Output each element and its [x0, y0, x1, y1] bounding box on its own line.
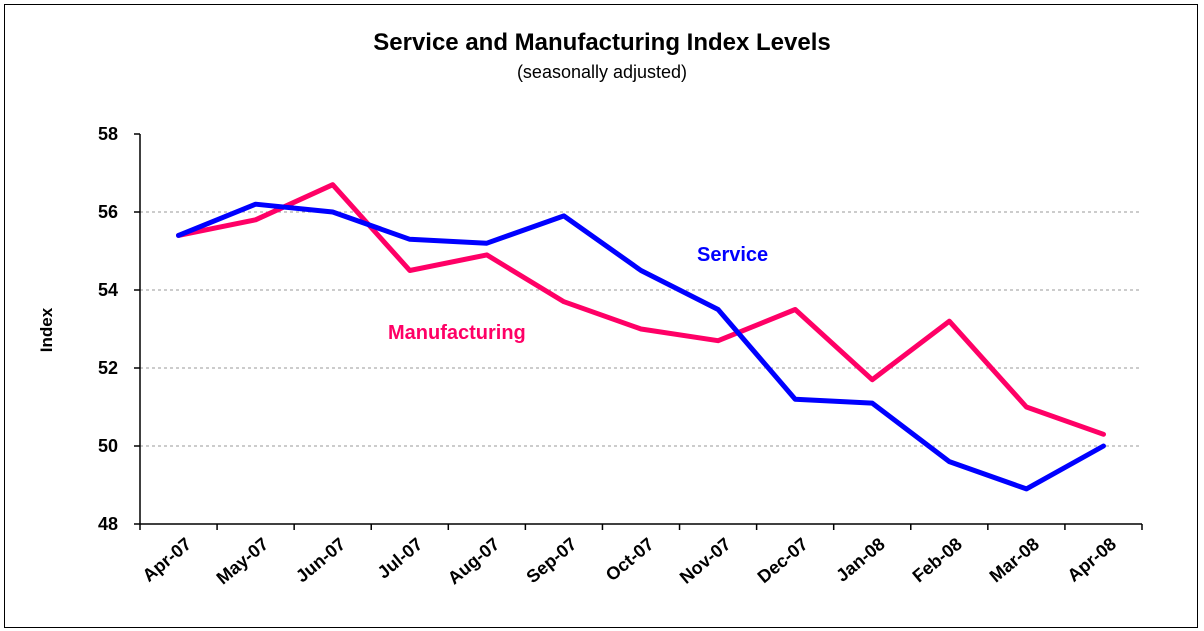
x-tick-label: Aug-07 [444, 534, 504, 589]
x-tick-label: Nov-07 [676, 534, 735, 588]
chart-title: Service and Manufacturing Index Levels [373, 29, 830, 56]
series-label-manufacturing: Manufacturing [388, 322, 526, 344]
x-tick-label: Jun-07 [292, 534, 349, 587]
y-tick-label: 50 [98, 436, 118, 456]
x-tick-label: Apr-07 [139, 534, 196, 586]
axes [139, 134, 1142, 525]
x-tick-label: Apr-08 [1064, 534, 1121, 586]
series-line-service [176, 201, 1106, 492]
x-tick-label: Sep-07 [522, 534, 580, 587]
chart-subtitle: (seasonally adjusted) [517, 62, 687, 82]
x-tick-label: Jul-07 [374, 534, 427, 583]
x-tick-label: Dec-07 [754, 534, 812, 587]
series-lines [176, 182, 1106, 492]
x-ticks: Apr-07 May-07 Jun-07 Jul-07 Aug-07 Sep-07 Oct-… [139, 524, 1143, 589]
y-tick-label: 52 [98, 358, 118, 378]
x-tick-label: Mar-08 [986, 534, 1043, 587]
y-tick-label: 56 [98, 202, 118, 222]
gridlines [140, 211, 1142, 447]
x-tick-label: Oct-07 [602, 534, 658, 585]
y-tick-label: 54 [98, 280, 118, 300]
y-axis-label: Index [37, 307, 56, 352]
y-tick-label: 48 [98, 514, 118, 534]
x-tick-label: Feb-08 [909, 534, 966, 587]
series-line-manufacturing [176, 182, 1106, 437]
x-tick-label: Jan-08 [832, 534, 889, 586]
series-label-service: Service [697, 244, 768, 266]
y-tick-label: 58 [98, 124, 118, 144]
y-ticks: 48 50 52 54 56 58 [98, 124, 140, 534]
x-tick-label: May-07 [213, 534, 273, 589]
